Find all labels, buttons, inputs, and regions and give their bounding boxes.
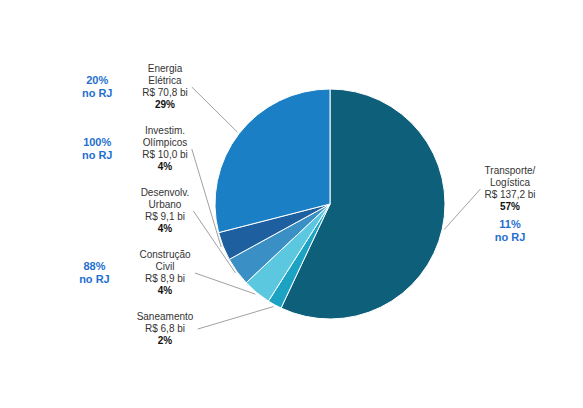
category-label: Transporte/Logística [485,165,536,188]
rj-label-line: no RJ [82,149,113,161]
category-label-line: Civil [156,261,175,272]
rj-label-line: 20% [86,74,108,86]
slices [215,89,445,319]
category-label-line: Transporte/ [485,165,536,176]
data-label: 57% [500,201,520,212]
amount-label: R$ 10,0 bi [142,149,188,160]
data-label: 4% [158,223,173,234]
category-label-line: Elétrica [148,75,182,86]
leader-line [195,273,255,294]
slice-label: ConstruçãoCivilR$ 8,9 bi4% [139,249,191,296]
category-label: Saneamento [137,311,194,322]
category-label: EnergiaElétrica [148,63,183,86]
category-label-line: Olímpicos [143,137,187,148]
rj-label-line: 11% [499,218,521,230]
leader-line [192,149,221,247]
slice-label: Investim.OlímpicosR$ 10,0 bi4% [142,125,188,172]
amount-label: R$ 137,2 bi [484,189,535,200]
data-label: 4% [158,285,173,296]
rj-label: 11%no RJ [495,218,526,243]
rj-label-line: 100% [83,136,111,148]
amount-label: R$ 70,8 bi [142,87,188,98]
category-label-line: Urbano [149,199,182,210]
chart-container: EnergiaElétricaR$ 70,8 bi29%20%no RJInve… [0,0,583,408]
category-label-line: Energia [148,63,183,74]
data-label: 29% [155,99,175,110]
category-label-line: Saneamento [137,311,194,322]
rj-label: 88%no RJ [79,260,110,285]
slice-label: SaneamentoR$ 6,8 bi2% [137,311,194,346]
category-label-line: Investim. [145,125,185,136]
slice-label: Desenvolv.UrbanoR$ 9,1 bi4% [141,187,190,234]
amount-label: R$ 9,1 bi [145,211,185,222]
leader-line [198,307,274,329]
amount-label: R$ 8,9 bi [145,273,185,284]
rj-label-line: no RJ [79,273,110,285]
rj-label: 100%no RJ [82,136,113,161]
amount-label: R$ 6,8 bi [145,323,185,334]
slice-label: Transporte/LogísticaR$ 137,2 bi57% [484,165,535,212]
labels: EnergiaElétricaR$ 70,8 bi29%20%no RJInve… [79,63,535,346]
leader-lines [192,87,481,329]
rj-label-line: 88% [83,260,105,272]
chart: EnergiaElétricaR$ 70,8 bi29%20%no RJInve… [0,0,583,408]
category-label: Desenvolv.Urbano [141,187,190,210]
category-label-line: Construção [139,249,191,260]
rj-label: 20%no RJ [82,74,113,99]
leader-line [192,87,238,132]
leader-line [444,189,480,230]
rj-label-line: no RJ [82,87,113,99]
data-label: 2% [158,335,173,346]
leader-line [193,211,235,273]
category-label-line: Logística [490,177,530,188]
category-label: Investim.Olímpicos [143,125,187,148]
pie-slice [215,89,330,233]
category-label-line: Desenvolv. [141,187,190,198]
data-label: 4% [158,161,173,172]
slice-label: EnergiaElétricaR$ 70,8 bi29% [142,63,188,110]
rj-label-line: no RJ [495,231,526,243]
category-label: ConstruçãoCivil [139,249,191,272]
